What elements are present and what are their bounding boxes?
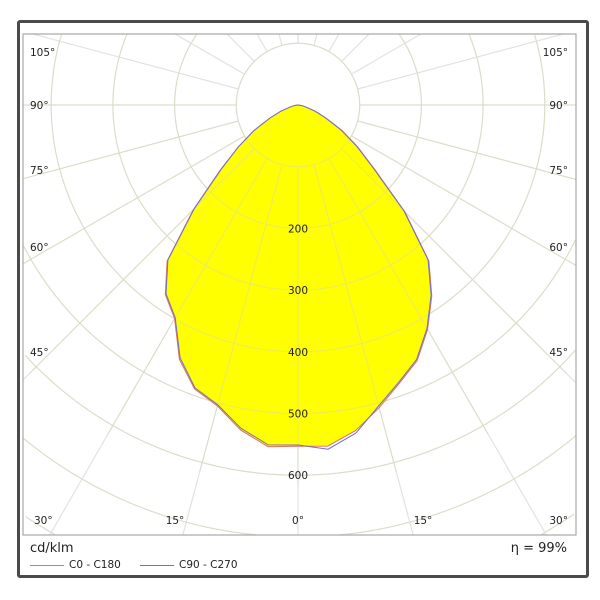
legend-swatch — [30, 564, 64, 566]
grid-ring — [468, 34, 484, 105]
grid-ray-overlay — [341, 148, 568, 375]
angle-label: 30° — [34, 515, 53, 527]
angle-label: 15° — [166, 515, 185, 527]
angle-label: 105° — [543, 47, 568, 59]
legend-item-c0-c180: C0 - C180 — [30, 559, 121, 571]
legend-label: C90 - C270 — [179, 559, 238, 571]
intensity-label: 200 — [288, 223, 308, 235]
plot-frame — [22, 33, 577, 536]
angle-label: 90° — [549, 100, 568, 112]
grid-ray — [341, 34, 370, 62]
grid-ray-overlay — [199, 164, 283, 473]
intensity-label: 400 — [288, 347, 308, 359]
intensity-label: 600 — [288, 470, 308, 482]
intensity-label: 500 — [288, 409, 308, 421]
angle-label: 90° — [30, 100, 49, 112]
grid-ring — [339, 435, 576, 535]
unit-label: cd/klm — [30, 541, 74, 556]
angle-label: 60° — [549, 242, 568, 254]
grid-ring-overlay — [468, 34, 484, 105]
curves — [23, 34, 576, 535]
angle-label: 75° — [30, 165, 49, 177]
grid-ring — [534, 34, 546, 105]
grid-ring-overlay — [174, 34, 422, 229]
grid-ring-overlay — [23, 239, 576, 414]
grid-ring-overlay — [24, 349, 576, 476]
angle-label: 45° — [30, 347, 49, 359]
legend-label: C0 - C180 — [69, 559, 121, 571]
angle-label: 45° — [549, 347, 568, 359]
grid-ray — [328, 34, 340, 52]
grid-ring-overlay — [398, 34, 422, 105]
labels: 105° 90° 75° 60° 45° 30° 105° 90° 75° 60° 45° 30° 15… — [30, 47, 568, 527]
grid-ray — [226, 34, 255, 62]
grid-ring-overlay — [540, 513, 575, 535]
series-line — [165, 104, 432, 450]
grid-ray — [32, 34, 239, 90]
angle-label: 60° — [30, 242, 49, 254]
grid-ray-overlay — [23, 120, 239, 180]
intensity-label: 300 — [288, 285, 308, 297]
grid-ring-overlay — [534, 34, 546, 105]
grid-ray-overlay — [313, 164, 397, 473]
grid-ray — [357, 34, 564, 90]
grid-ray — [174, 34, 245, 75]
grid-ray-overlay — [328, 158, 489, 435]
angle-label: 105° — [30, 47, 55, 59]
efficiency-label: η = 99% — [510, 541, 567, 556]
angle-label: 0° — [292, 515, 304, 527]
grid-ray-overlay — [357, 120, 576, 180]
grid-ray-overlay — [23, 135, 245, 265]
angle-label: 30° — [549, 515, 568, 527]
grid-ray — [313, 34, 318, 46]
legend-swatch — [140, 564, 174, 566]
grid-ray-overlay — [351, 135, 576, 266]
grid-ring-overlay — [50, 34, 546, 353]
grid-ring-overlay — [112, 34, 484, 291]
grid-ray-overlay — [28, 148, 255, 375]
intensity-fill — [165, 105, 432, 447]
grid-ring-overlay — [25, 516, 56, 535]
chart-border — [17, 20, 589, 578]
legend-item-c90-c270: C90 - C270 — [140, 559, 238, 571]
grid-ray — [351, 34, 422, 75]
grid-ring-overlay — [23, 437, 257, 535]
grid-ray — [256, 34, 268, 52]
angle-label: 15° — [414, 515, 433, 527]
grid-ray — [278, 34, 283, 46]
angle-label: 75° — [549, 165, 568, 177]
grid-ring-overlay — [339, 435, 576, 535]
grid-ray-overlay — [107, 158, 268, 435]
